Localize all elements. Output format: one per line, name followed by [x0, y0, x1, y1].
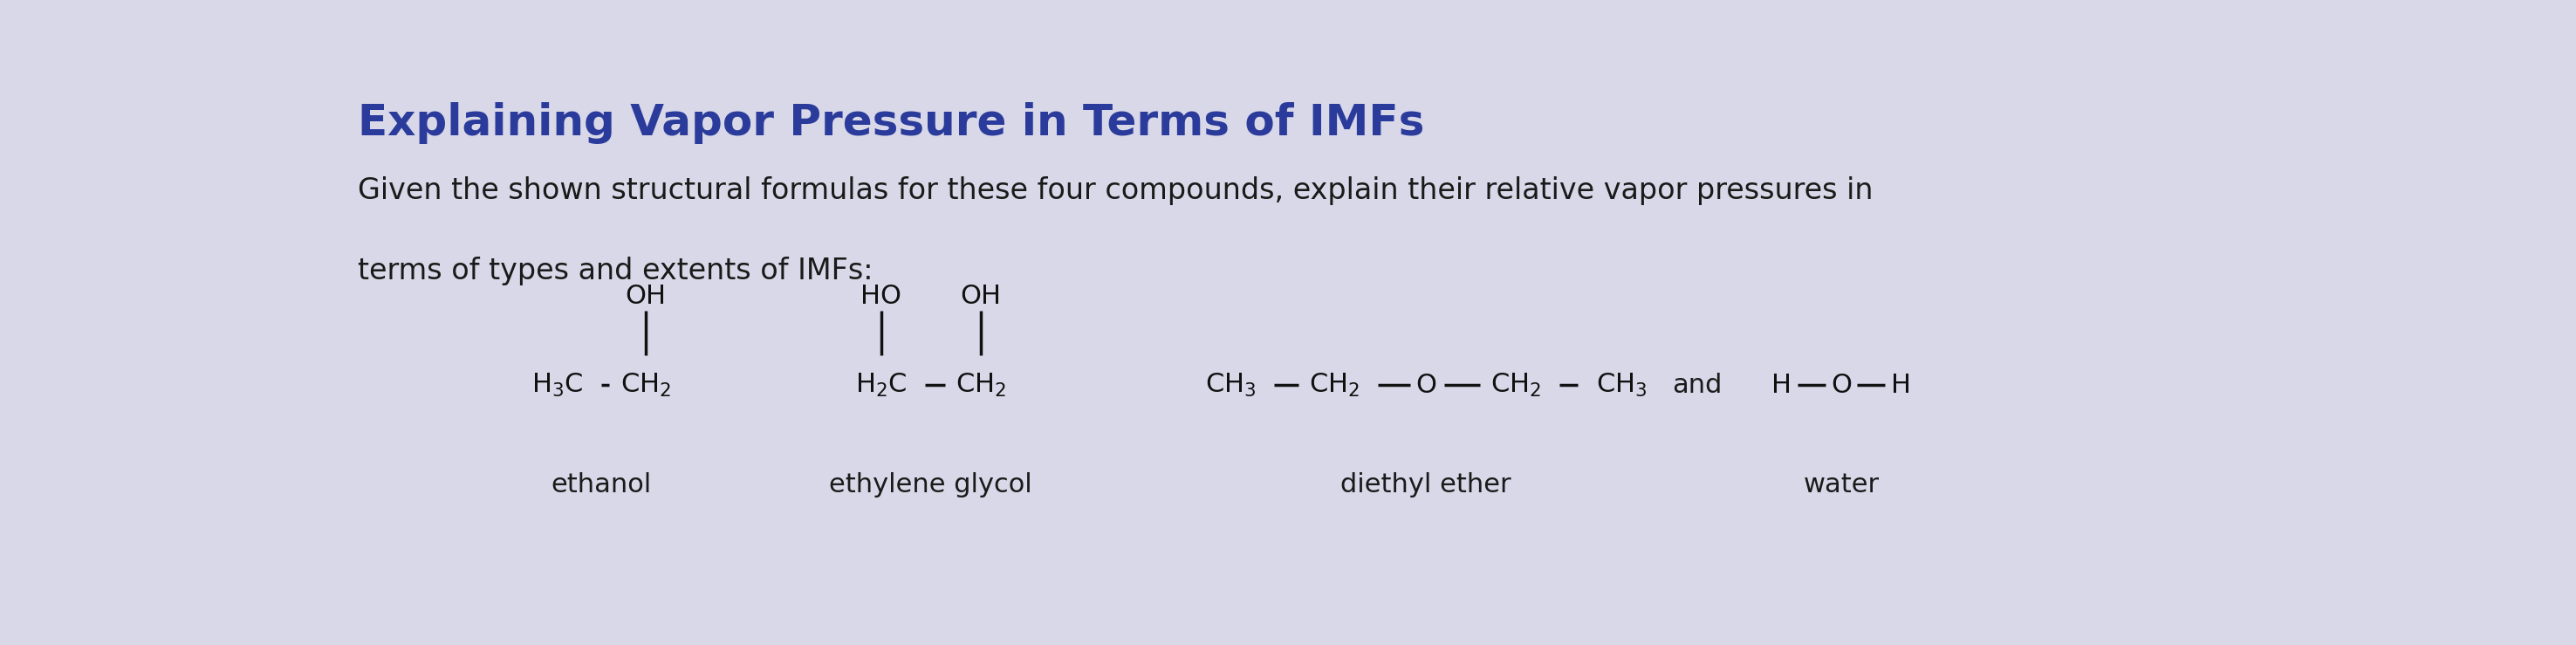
Text: ethylene glycol: ethylene glycol	[829, 472, 1033, 497]
Text: CH$_2$: CH$_2$	[621, 372, 670, 399]
Text: H: H	[1891, 373, 1911, 398]
Text: H$_3$C: H$_3$C	[531, 372, 585, 399]
Text: Explaining Vapor Pressure in Terms of IMFs: Explaining Vapor Pressure in Terms of IM…	[358, 102, 1425, 144]
Text: CH$_2$: CH$_2$	[1309, 372, 1360, 399]
Text: H: H	[1772, 373, 1790, 398]
Text: O: O	[1832, 373, 1852, 398]
Text: Given the shown structural formulas for these four compounds, explain their rela: Given the shown structural formulas for …	[358, 177, 1873, 206]
Text: OH: OH	[626, 283, 667, 308]
Text: HO: HO	[860, 283, 902, 308]
Text: CH$_2$: CH$_2$	[1492, 372, 1540, 399]
Text: OH: OH	[961, 283, 1002, 308]
Text: diethyl ether: diethyl ether	[1340, 472, 1512, 497]
Text: H$_2$C: H$_2$C	[855, 372, 907, 399]
Text: water: water	[1803, 472, 1880, 497]
Text: ethanol: ethanol	[551, 472, 652, 497]
Text: and: and	[1672, 373, 1723, 398]
Text: CH$_2$: CH$_2$	[956, 372, 1007, 399]
Text: O: O	[1417, 373, 1437, 398]
Text: CH$_3$: CH$_3$	[1597, 372, 1646, 399]
Text: terms of types and extents of IMFs:: terms of types and extents of IMFs:	[358, 256, 873, 285]
Text: CH$_3$: CH$_3$	[1206, 372, 1257, 399]
